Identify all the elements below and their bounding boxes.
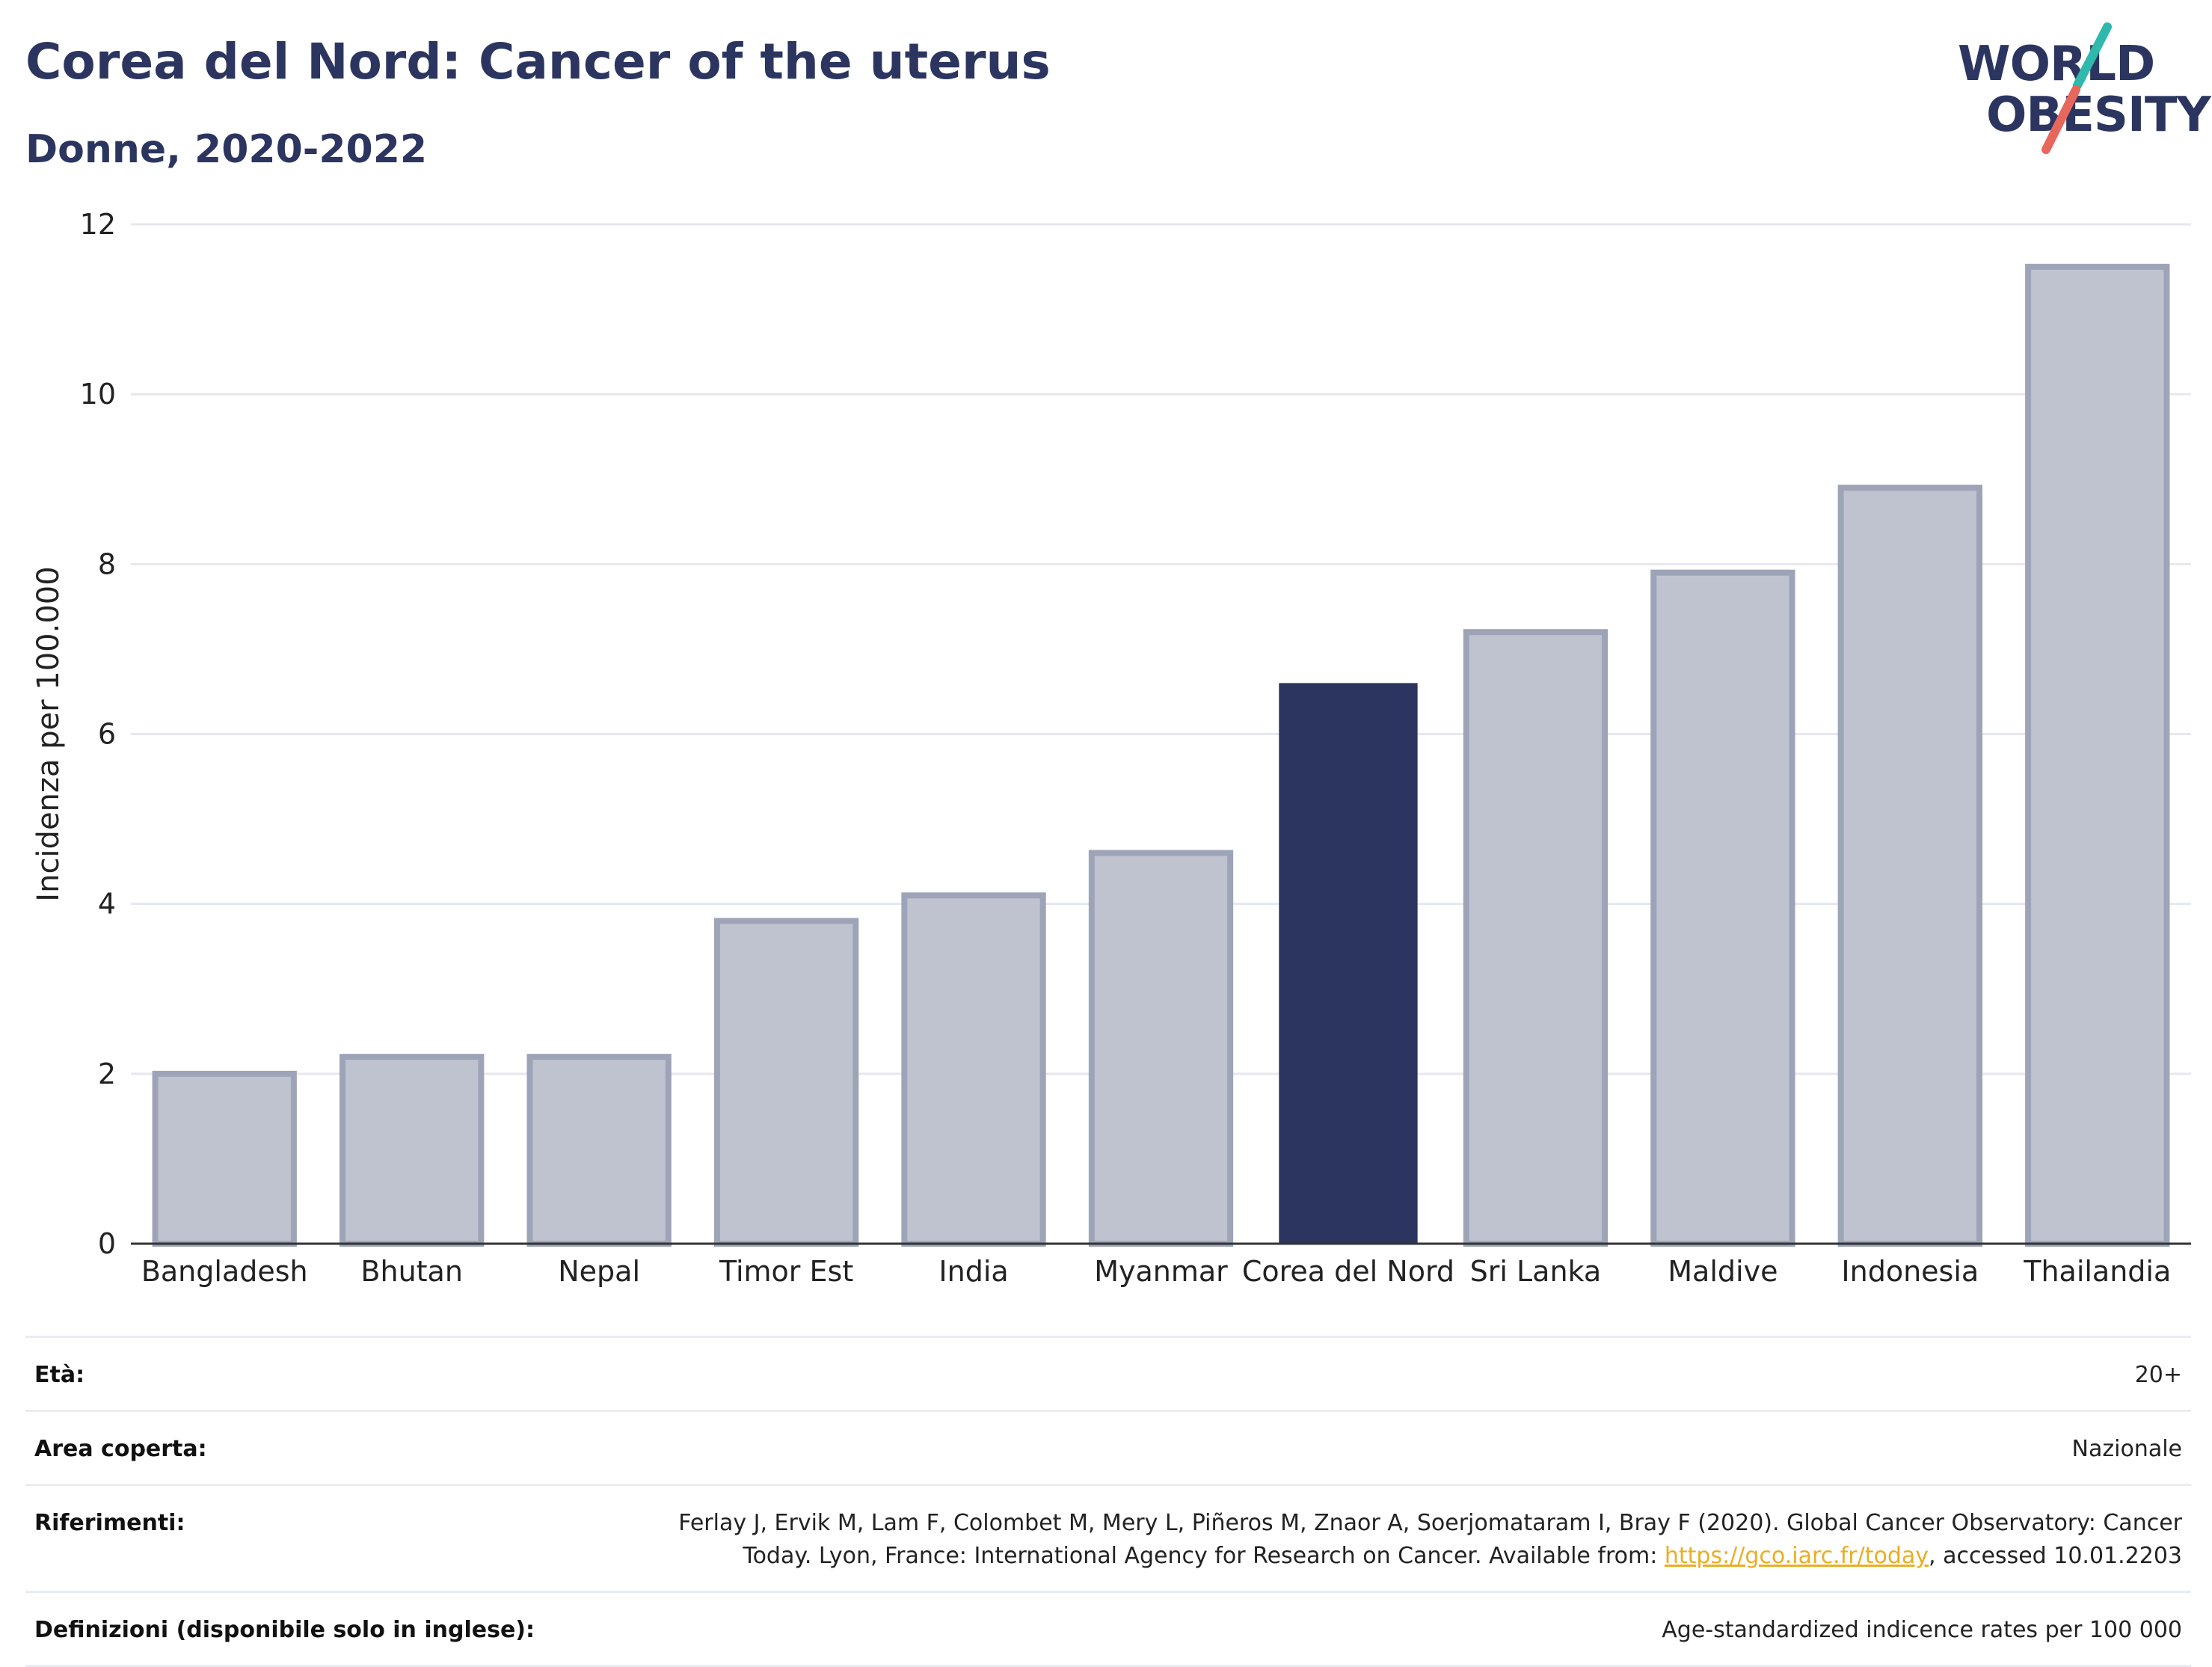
bar-bhutan [340, 1054, 485, 1247]
bar-maldive [1650, 569, 1795, 1247]
y-tick-label: 10 [80, 378, 116, 411]
logo-line-world: WORLD [1958, 37, 2155, 92]
y-axis-label: Incidenza per 100.000 [31, 566, 66, 901]
references-text-2: , accessed 10.01.2203 [1929, 1543, 2182, 1569]
y-axis-ticks: 0 2 4 6 8 10 12 [80, 208, 116, 1260]
bar-corea-del-nord [1279, 683, 1418, 1244]
bar-myanmar [1088, 850, 1234, 1247]
bar-indonesia [1837, 485, 1982, 1247]
footer-row-references: Riferimenti: Ferlay J, Ervik M, Lam F, C… [25, 1484, 2191, 1591]
definitions-value: Age-standardized indicence rates per 100… [1662, 1617, 2182, 1643]
bar-chart: 0 2 4 6 8 10 12 Bangladesh Bhutan Nepal Timor Est… [31, 208, 2191, 1288]
x-tick-label: Thailandia [2023, 1255, 2171, 1288]
references-value: Ferlay J, Ervik M, Lam F, Colombet M, Me… [604, 1507, 2182, 1573]
x-tick-label: Nepal [558, 1255, 640, 1288]
bar-nepal [526, 1054, 672, 1247]
chart-title: Corea del Nord: Cancer of the uterus [25, 33, 1051, 90]
definitions-label: Definizioni (disponibile solo in inglese… [34, 1617, 535, 1643]
footer-row-area: Area coperta: Nazionale [25, 1410, 2191, 1484]
y-tick-label: 2 [98, 1057, 116, 1090]
x-axis-ticks: Bangladesh Bhutan Nepal Timor Est India Myanm… [141, 1255, 2171, 1288]
y-tick-label: 12 [80, 208, 116, 241]
bar-india [901, 892, 1046, 1247]
x-tick-label: Bhutan [360, 1255, 463, 1288]
y-tick-label: 0 [98, 1227, 116, 1260]
bar-sri-lanka [1463, 629, 1609, 1247]
x-tick-label: Bangladesh [141, 1255, 308, 1288]
references-label: Riferimenti: [34, 1510, 185, 1536]
chart-subtitle: Donne, 2020-2022 [25, 127, 428, 172]
references-link[interactable]: https://gco.iarc.fr/today [1664, 1543, 1929, 1569]
x-tick-label: Myanmar [1094, 1255, 1228, 1288]
area-value: Nazionale [2071, 1436, 2182, 1462]
chart-footer: Età: 20+ Area coperta: Nazionale Riferim… [25, 1336, 2191, 1667]
age-label: Età: [34, 1362, 85, 1388]
bar-thailandia [2025, 263, 2170, 1247]
footer-row-age: Età: 20+ [25, 1336, 2191, 1410]
logo-slash-icon [2042, 22, 2112, 154]
x-tick-label: Maldive [1668, 1255, 1778, 1288]
y-tick-label: 4 [98, 888, 116, 921]
x-tick-label: Sri Lanka [1470, 1255, 1602, 1288]
x-tick-label: Timor Est [719, 1255, 853, 1288]
bar-timor-est [713, 918, 859, 1247]
references-text-1: Ferlay J, Ervik M, Lam F, Colombet M, Me… [678, 1510, 2182, 1569]
age-value: 20+ [2134, 1362, 2182, 1388]
area-label: Area coperta: [34, 1436, 207, 1462]
bar-bangladesh [152, 1070, 297, 1247]
world-obesity-logo: WORLD OBESITY [1944, 22, 2211, 157]
x-tick-label: Corea del Nord [1242, 1255, 1454, 1288]
bars [152, 263, 2170, 1247]
logo-line-obesity: OBESITY [1986, 88, 2211, 143]
y-tick-label: 8 [98, 547, 116, 580]
y-tick-label: 6 [98, 718, 116, 751]
x-tick-label: India [938, 1255, 1008, 1288]
x-tick-label: Indonesia [1841, 1255, 1979, 1288]
footer-row-definitions: Definizioni (disponibile solo in inglese… [25, 1591, 2191, 1667]
